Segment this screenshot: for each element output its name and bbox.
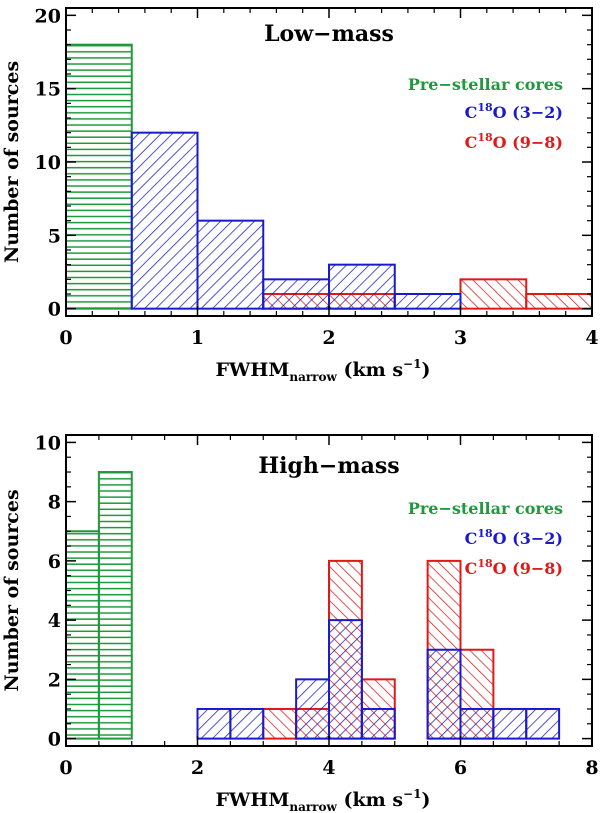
- x-axis-label-units: (km s: [337, 789, 403, 811]
- legend-superscript: 18: [477, 101, 493, 114]
- legend-entry: C18O (3−2): [465, 527, 563, 548]
- x-axis-label: FWHMnarrow (km s−1): [216, 357, 431, 384]
- x-axis-label-close: ): [421, 789, 430, 811]
- x-axis-label-subscript: narrow: [289, 800, 337, 813]
- x-axis-label-main: FWHM: [216, 789, 290, 811]
- y-tick-label: 0: [48, 299, 61, 321]
- histogram-bar: [295, 678, 330, 740]
- chart-title: High−mass: [258, 453, 399, 479]
- x-tick-label: 2: [322, 327, 335, 349]
- legend-entry: Pre−stellar cores: [408, 499, 563, 518]
- legend-superscript: 18: [477, 557, 493, 570]
- legend-superscript: 18: [477, 527, 493, 540]
- x-axis-label-subscript: narrow: [289, 370, 337, 384]
- series-pre-stellar-cores: [65, 43, 133, 310]
- x-tick-label: 0: [59, 757, 72, 779]
- x-tick-label: 6: [454, 757, 467, 779]
- y-axis-label: Number of sources: [1, 61, 23, 263]
- histogram-bar: [328, 263, 396, 310]
- legend-text: C: [465, 529, 478, 548]
- legend-text: Pre−stellar cores: [408, 75, 563, 94]
- y-tick-label: 2: [48, 669, 61, 691]
- x-axis-label-superscript: −1: [403, 787, 421, 801]
- y-tick-label: 4: [48, 610, 61, 632]
- x-tick-label: 1: [191, 327, 204, 349]
- series-c18o-3-2-: [196, 619, 561, 740]
- x-axis-label: FWHMnarrow (km s−1): [216, 787, 431, 813]
- x-tick-label: 4: [322, 757, 335, 779]
- x-axis-label-superscript: −1: [403, 357, 421, 371]
- series-c18o-3-2-: [130, 131, 462, 310]
- legend-text: O (9−8): [493, 133, 563, 152]
- legend-text: O (3−2): [493, 103, 563, 122]
- legend-entry: Pre−stellar cores: [408, 75, 563, 94]
- legend-superscript: 18: [477, 131, 493, 144]
- histogram-bar: [196, 707, 232, 740]
- x-axis-label-close: ): [421, 359, 430, 381]
- legend-text: C: [465, 103, 478, 122]
- histogram-bar: [130, 131, 199, 310]
- series-pre-stellar-cores: [65, 471, 133, 740]
- x-tick-label: 8: [585, 757, 598, 779]
- histogram-bar: [492, 707, 528, 740]
- histogram-bar: [65, 43, 133, 310]
- x-axis-label-main: FWHM: [216, 359, 290, 381]
- legend-text: C: [465, 559, 478, 578]
- legend-text: C: [465, 133, 478, 152]
- x-tick-label: 2: [191, 757, 204, 779]
- histogram-bar: [97, 471, 133, 740]
- y-tick-label: 0: [48, 729, 61, 751]
- legend-entry: C18O (3−2): [465, 101, 563, 122]
- x-tick-label: 3: [454, 327, 467, 349]
- y-tick-label: 20: [35, 5, 61, 27]
- y-tick-label: 15: [35, 79, 61, 101]
- histogram-bar: [525, 293, 593, 310]
- x-axis-label-units: (km s: [337, 359, 403, 381]
- histogram-bar: [459, 707, 495, 740]
- y-tick-label: 6: [48, 551, 61, 573]
- histogram-bar: [525, 707, 561, 740]
- histogram-bar: [393, 293, 462, 310]
- histogram-bar: [360, 707, 396, 740]
- chart-title: Low−mass: [264, 21, 394, 47]
- x-tick-label: 4: [585, 327, 598, 349]
- legend-entry: C18O (9−8): [465, 557, 563, 578]
- histogram-bar: [196, 219, 265, 310]
- histogram-bar: [65, 530, 100, 740]
- x-tick-label: 0: [59, 327, 72, 349]
- y-tick-label: 10: [35, 152, 61, 174]
- y-tick-label: 10: [35, 432, 61, 454]
- y-tick-label: 5: [48, 225, 61, 247]
- y-tick-label: 8: [48, 492, 61, 514]
- legend-entry: C18O (9−8): [465, 131, 563, 152]
- legend-text: Pre−stellar cores: [408, 499, 563, 518]
- y-axis-label: Number of sources: [1, 489, 23, 691]
- histogram-bar: [262, 707, 298, 740]
- histogram-bar: [229, 707, 265, 740]
- histogram-bar: [328, 619, 363, 740]
- histogram-bar: [262, 278, 330, 310]
- legend-text: O (9−8): [493, 559, 563, 578]
- legend-text: O (3−2): [493, 529, 563, 548]
- histogram-bar: [459, 278, 528, 310]
- histogram-bar: [426, 648, 462, 740]
